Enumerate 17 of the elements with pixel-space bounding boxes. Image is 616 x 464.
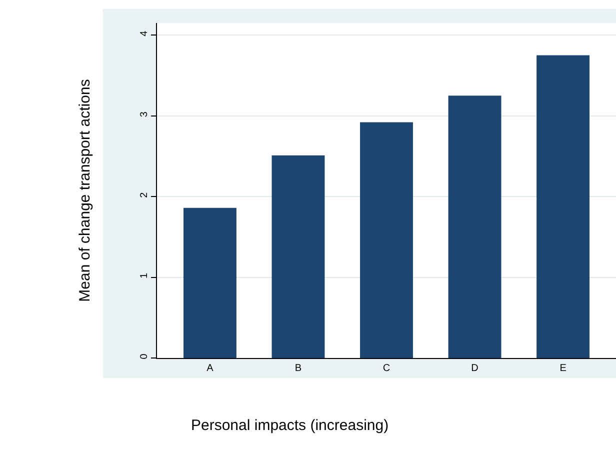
y-tick-label: 1 [139,272,150,279]
bar [536,55,590,358]
bar [183,208,236,358]
x-tick-label: B [294,363,302,374]
x-axis-title: Personal impacts (increasing) [191,417,389,434]
y-tick-label: 3 [139,111,150,118]
y-tick-label: 4 [139,30,150,36]
x-tick-label: E [560,363,567,374]
bar [272,155,325,358]
y-tick-label: 0 [139,353,150,360]
y-tick-label: 2 [139,192,150,198]
x-tick-label: A [206,363,214,374]
x-tick-label: D [471,363,478,374]
bar [360,122,413,358]
bar [448,96,502,358]
y-axis-title: Mean of change transport actions [76,79,94,302]
x-tick-label: C [382,363,390,374]
